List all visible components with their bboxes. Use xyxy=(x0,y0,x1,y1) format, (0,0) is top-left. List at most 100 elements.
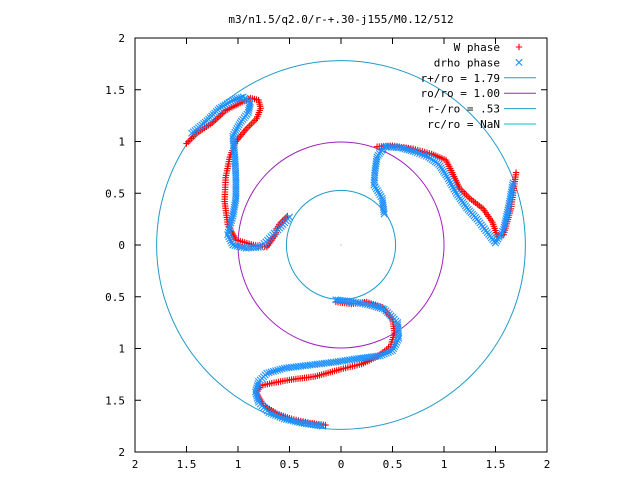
data-point xyxy=(448,181,456,189)
data-point xyxy=(265,369,273,377)
data-point xyxy=(378,304,386,313)
y-tick-label: 0.5 xyxy=(105,291,125,304)
data-point xyxy=(233,95,241,103)
data-point xyxy=(368,302,376,310)
series-2-arm-1 xyxy=(188,93,294,252)
data-point xyxy=(276,413,284,421)
y-tick-label: 1.5 xyxy=(105,394,125,407)
data-point xyxy=(395,334,403,342)
data-point xyxy=(420,151,428,159)
data-point xyxy=(226,221,234,229)
data-point xyxy=(245,106,253,115)
data-point xyxy=(394,336,402,344)
data-point xyxy=(449,183,457,191)
data-point xyxy=(502,212,511,221)
data-point xyxy=(233,242,241,250)
data-point xyxy=(500,223,508,231)
legend-marker xyxy=(515,58,523,66)
data-point xyxy=(409,147,417,155)
legend: W phase drho phase r+/ro = 1.79 ro/ro = 1.0… xyxy=(421,41,536,131)
data-point xyxy=(512,169,520,176)
data-point xyxy=(443,173,451,181)
data-point xyxy=(229,212,237,220)
data-point xyxy=(372,303,380,311)
data-point xyxy=(445,177,453,185)
data-point xyxy=(501,221,509,229)
data-point xyxy=(269,410,277,419)
data-point xyxy=(280,364,288,372)
legend-label: r+/ro = 1.79 xyxy=(421,72,500,85)
x-tick-label: 0 xyxy=(338,458,345,471)
y-tick-label: 1 xyxy=(118,136,125,149)
data-point xyxy=(407,147,415,155)
data-point xyxy=(231,241,239,250)
y-tick-label: 1.5 xyxy=(105,84,125,97)
series-2 xyxy=(188,93,517,430)
data-point xyxy=(502,215,510,223)
legend-label: drho phase xyxy=(434,56,500,69)
data-point xyxy=(509,179,517,187)
data-point xyxy=(252,390,260,398)
data-point xyxy=(509,181,517,189)
data-point xyxy=(232,126,240,135)
chart-title: m3/n1.5/q2.0/r-+.30-j155/M0.12/512 xyxy=(228,13,453,26)
data-point xyxy=(399,144,407,152)
data-point xyxy=(280,415,288,423)
series-2-arm-2 xyxy=(370,143,517,247)
data-point xyxy=(401,145,409,153)
x-tick-label: 0.5 xyxy=(383,458,403,471)
data-point xyxy=(403,145,411,154)
x-tick-label: 2 xyxy=(132,458,139,471)
circle-3 xyxy=(156,60,526,430)
data-point xyxy=(500,225,508,234)
data-point xyxy=(236,119,244,127)
y-tick-label: 0 xyxy=(118,239,125,252)
data-point xyxy=(446,179,455,187)
x-tick-label: 2 xyxy=(544,458,551,471)
data-point xyxy=(450,185,458,193)
data-point xyxy=(267,409,275,418)
data-point xyxy=(370,302,378,310)
data-point xyxy=(384,348,392,356)
data-point xyxy=(233,125,241,133)
data-point xyxy=(397,144,405,152)
series-1-arm-2 xyxy=(373,142,520,240)
data-point xyxy=(271,411,280,419)
data-point xyxy=(225,226,233,234)
data-point xyxy=(318,422,327,430)
data-point xyxy=(376,304,384,312)
data-point xyxy=(422,152,430,160)
legend-label: ro/ro = 1.00 xyxy=(421,87,500,100)
data-point xyxy=(274,366,282,374)
data-point xyxy=(285,416,293,424)
data-point xyxy=(226,235,234,243)
data-point xyxy=(405,146,413,154)
data-point xyxy=(276,365,284,374)
data-point xyxy=(390,342,399,351)
data-point xyxy=(224,231,232,239)
data-point xyxy=(416,149,424,158)
data-point xyxy=(291,417,299,426)
data-point xyxy=(235,242,244,251)
data-point xyxy=(411,148,419,156)
data-points xyxy=(183,93,520,430)
data-point xyxy=(267,368,275,376)
data-point xyxy=(235,94,243,102)
y-tick-label: 1 xyxy=(118,343,125,356)
legend-label: r-/ro = .53 xyxy=(427,103,500,116)
data-point xyxy=(444,175,452,183)
data-point xyxy=(253,392,261,400)
y-tick-label: 2 xyxy=(118,32,125,45)
data-point xyxy=(228,214,236,222)
data-point xyxy=(265,409,273,417)
data-point xyxy=(274,412,282,420)
x-tick-label: 1.5 xyxy=(177,458,197,471)
data-point xyxy=(278,414,286,422)
x-tick-label: 1 xyxy=(441,458,448,471)
data-point xyxy=(386,347,395,356)
data-point xyxy=(502,217,510,225)
legend-marker xyxy=(515,43,523,51)
data-point xyxy=(503,210,511,218)
legend-label: W phase xyxy=(454,41,500,54)
